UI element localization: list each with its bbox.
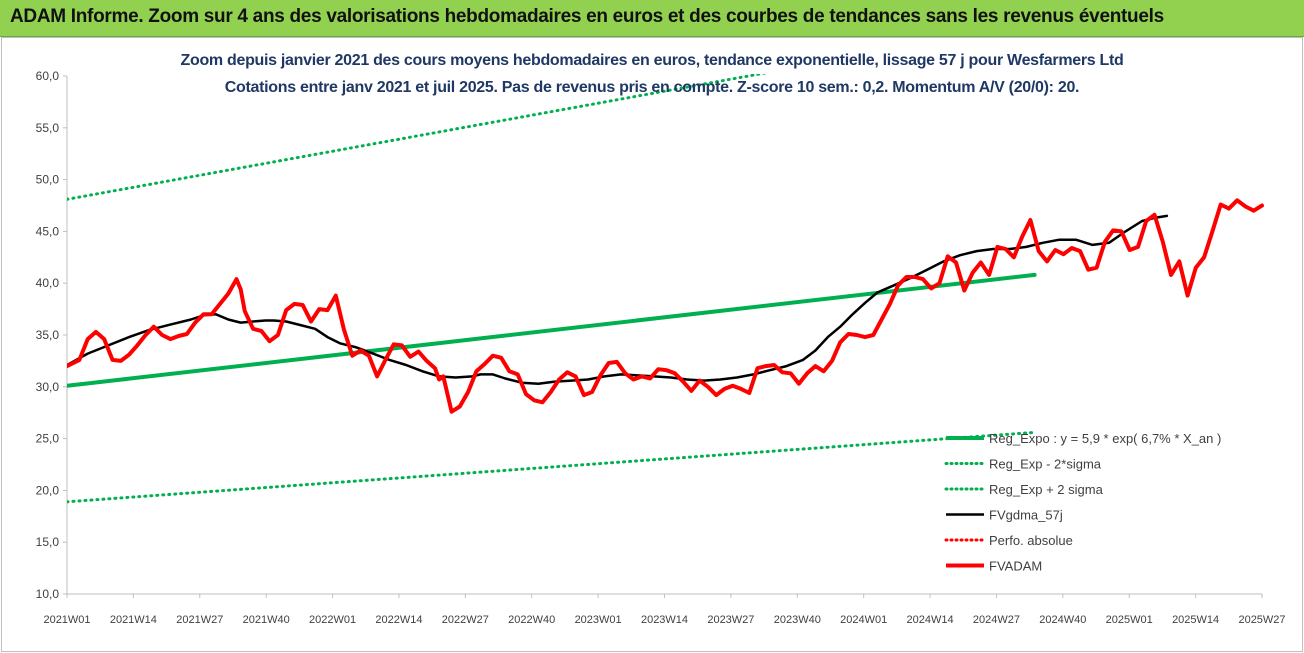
y-tick-label: 10,0 [36,587,60,601]
x-tick-label: 2022W27 [442,614,489,626]
series-line-1 [67,430,1037,504]
x-tick-label: 2021W27 [176,614,223,626]
x-tick-label: 2023W40 [774,614,821,626]
report-title: ADAM Informe. Zoom sur 4 ans des valoris… [10,6,1164,27]
chart-title: Zoom depuis janvier 2021 des cours moyen… [180,52,1124,69]
x-tick-label: 2021W01 [43,614,90,626]
series-line-2 [67,74,768,201]
report-header: ADAM Informe. Zoom sur 4 ans des valoris… [0,0,1304,37]
x-tick-label: 2024W14 [907,614,954,626]
x-tick-label: 2022W40 [508,614,555,626]
x-tick-label: 2025W27 [1238,614,1285,626]
y-tick-label: 25,0 [36,432,60,446]
y-tick-label: 60,0 [36,69,60,83]
y-tick-label: 35,0 [36,328,60,342]
x-tick-label: 2023W14 [641,614,688,626]
x-tick-label: 2025W14 [1172,614,1219,626]
x-tick-label: 2024W40 [1039,614,1086,626]
chart-frame [1,37,1303,652]
x-tick-label: 2025W01 [1106,614,1153,626]
y-tick-label: 55,0 [36,121,60,135]
y-tick-label: 40,0 [36,276,60,290]
y-tick-label: 15,0 [36,535,60,549]
legend-label: Perfo. absolue [989,533,1073,548]
series-line-0 [67,272,1037,388]
y-tick-label: 20,0 [36,483,60,497]
x-tick-label: 2021W40 [243,614,290,626]
y-tick-label: 30,0 [36,380,60,394]
legend-label: Reg_Expo : y = 5,9 * exp( 6,7% * X_an ) [989,431,1221,446]
legend-label: FVgdma_57j [989,508,1063,523]
x-tick-label: 2024W27 [973,614,1020,626]
x-tick-label: 2024W01 [840,614,887,626]
y-tick-label: 45,0 [36,224,60,238]
plot-area [67,74,1264,504]
x-tick-label: 2021W14 [110,614,157,626]
y-tick-label: 50,0 [36,173,60,187]
chart-subtitle: Cotations entre janv 2021 et juil 2025. … [224,79,1080,96]
x-tick-label: 2022W14 [375,614,422,626]
legend-label: FVADAM [989,559,1042,574]
x-tick-label: 2022W01 [309,614,356,626]
series-line-5 [67,198,1264,414]
legend-label: Reg_Exp + 2 sigma [989,482,1104,497]
x-tick-label: 2023W01 [575,614,622,626]
x-tick-label: 2023W27 [707,614,754,626]
legend-label: Reg_Exp - 2*sigma [989,457,1102,472]
series-line-3 [67,214,1169,385]
